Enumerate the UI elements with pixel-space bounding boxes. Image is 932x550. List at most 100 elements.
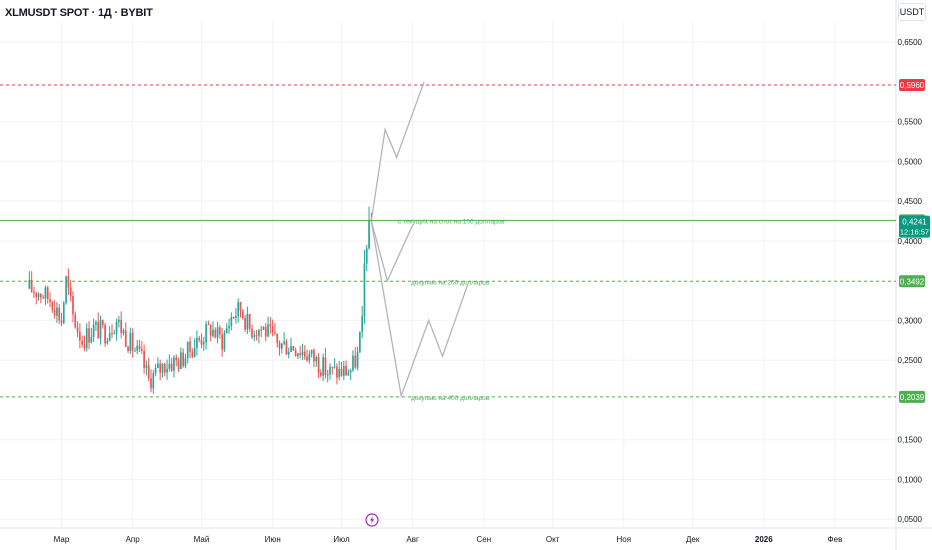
candle-body <box>248 313 251 329</box>
symbol-title[interactable]: XLMUSDT SPOT · 1Д · BYBIT <box>5 7 153 19</box>
candle-body <box>260 329 263 331</box>
candle-body <box>83 344 86 349</box>
y-axis: 0,6500 0,5500 0,5000 0,4500 0,4000 0,3000 0,25… <box>895 0 923 550</box>
event-lightning-icon <box>365 513 379 527</box>
candle-body <box>53 309 56 316</box>
candle-body <box>202 342 205 345</box>
candle-body <box>118 319 120 322</box>
candle-body <box>324 357 327 375</box>
candle-body <box>306 356 308 361</box>
candle-body <box>292 346 295 351</box>
candle-body <box>267 324 269 337</box>
candle-body <box>319 372 322 376</box>
candle-body <box>196 338 198 348</box>
currency-button[interactable]: USDT <box>898 3 926 21</box>
candle-body <box>46 287 49 300</box>
candle-body <box>225 328 228 333</box>
candle-body <box>251 328 253 338</box>
candle-body <box>90 337 93 343</box>
candle-body <box>99 320 102 339</box>
candle-body <box>191 351 194 357</box>
candle-body <box>239 302 242 311</box>
candle-body <box>287 351 290 355</box>
x-tick-label: Авг <box>406 535 419 544</box>
candle-body <box>189 341 191 352</box>
candle-body <box>60 320 63 323</box>
candle-body <box>175 357 178 361</box>
candle-body <box>258 329 260 336</box>
x-tick-label: Сен <box>476 535 491 544</box>
y-tick-label: 0,2500 <box>898 356 923 365</box>
candle-body <box>276 333 279 343</box>
y-tick-label: 0,1000 <box>898 475 923 484</box>
candle-body <box>315 356 318 362</box>
candle-body <box>207 324 210 326</box>
candle-body <box>152 373 155 389</box>
y-tick-label: 0,1500 <box>898 436 923 445</box>
candle-body <box>356 352 359 368</box>
candle-body <box>280 343 283 349</box>
candle-body <box>65 276 67 303</box>
y-tick-label: 0,6500 <box>898 38 923 47</box>
candle-body <box>198 338 201 341</box>
candle-body <box>72 296 74 315</box>
candle-body <box>106 340 109 344</box>
candle-body <box>143 350 145 368</box>
candle-body <box>329 366 331 375</box>
candle-body <box>42 297 44 299</box>
candle-body <box>150 378 152 389</box>
candle-body <box>336 366 338 378</box>
candle-body <box>352 355 354 371</box>
candle-body <box>159 363 162 373</box>
candle-body <box>308 353 311 361</box>
candle-body <box>62 302 65 323</box>
candle-body <box>67 276 70 288</box>
candle-body <box>271 326 274 333</box>
candle-body <box>361 315 364 332</box>
last-price-value: 0,4241 <box>902 218 927 227</box>
y-tick-label: 0,4000 <box>898 237 923 246</box>
candle-body <box>30 279 33 292</box>
level-price-text: 0,5960 <box>900 81 925 90</box>
y-tick-label: 0,3000 <box>898 316 923 325</box>
candle-body <box>228 325 230 329</box>
candle-body <box>230 316 233 326</box>
candle-body <box>345 366 347 376</box>
candle-body <box>340 368 343 376</box>
candle-body <box>347 372 350 376</box>
x-tick-label: Окт <box>546 535 560 544</box>
candle-body <box>69 287 72 297</box>
candle-body <box>303 351 306 357</box>
candle-body <box>51 302 54 310</box>
candle-body <box>76 327 79 332</box>
candle-body <box>79 331 81 341</box>
candle-body <box>354 355 357 368</box>
level-annotation: с текущих на спот на 100 долларов <box>398 218 505 225</box>
level-annotation: докупаю на 400 долларов <box>411 395 490 402</box>
candle-body <box>269 324 272 327</box>
candle-body <box>138 345 141 349</box>
x-tick-label: 2026 <box>755 535 773 544</box>
candle-body <box>111 333 113 335</box>
candle-body <box>39 294 42 298</box>
x-tick-label: Апр <box>126 535 141 544</box>
candle-body <box>241 310 244 319</box>
x-tick-label: Ноя <box>617 535 632 544</box>
x-tick-label: Июн <box>265 535 281 544</box>
candle-body <box>145 365 148 368</box>
projection-path <box>370 220 414 283</box>
candle-body <box>113 333 116 335</box>
candle-body <box>186 341 189 359</box>
candle-body <box>223 332 226 350</box>
candle-body <box>278 342 281 349</box>
candle-body <box>209 324 212 336</box>
candle-body <box>232 316 235 319</box>
candle-body <box>120 319 123 334</box>
candle-body <box>58 307 61 321</box>
level-price-badge <box>899 390 925 403</box>
candle-body <box>237 302 240 317</box>
candle-body <box>262 326 265 330</box>
candle-body <box>235 316 237 319</box>
